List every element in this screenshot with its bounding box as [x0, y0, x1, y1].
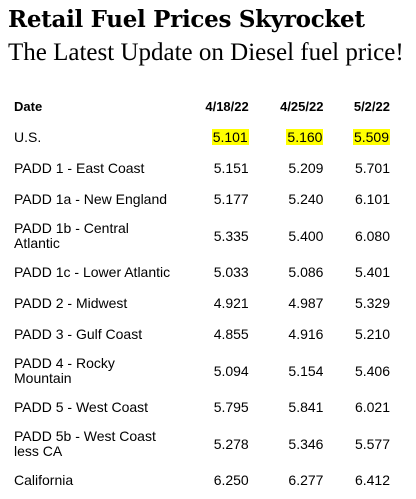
price-value: 4.855	[213, 326, 249, 342]
price-value: 5.401	[354, 264, 390, 280]
page-subtitle: The Latest Update on Diesel fuel price!	[8, 39, 404, 66]
price-value: 4.916	[288, 326, 324, 342]
price-value: 4.987	[288, 295, 324, 311]
price-value: 6.101	[354, 191, 390, 207]
price-value: 5.086	[288, 264, 324, 280]
table-row: PADD 3 - Gulf Coast 4.855 4.916 5.210	[6, 319, 396, 350]
price-value: 5.177	[213, 191, 249, 207]
price-value: 5.701	[354, 160, 390, 176]
table-row: California 6.250 6.277 6.412	[6, 465, 396, 496]
price-value: 5.209	[288, 160, 324, 176]
region-label: PADD 1c - Lower Atlantic	[14, 264, 171, 280]
region-label: PADD 1b - Central Atlantic	[14, 220, 129, 251]
price-value: 5.160	[286, 129, 324, 145]
table-row: PADD 1b - Central Atlantic 5.335 5.400 6…	[6, 215, 396, 257]
table-row: PADD 1a - New England 5.177 5.240 6.101	[6, 184, 396, 215]
table-header-row: Date 4/18/22 4/25/22 5/2/22	[6, 90, 396, 122]
price-value: 5.329	[354, 295, 390, 311]
price-value: 5.094	[213, 362, 249, 379]
price-value: 6.080	[354, 227, 390, 244]
fuel-price-table: Date 4/18/22 4/25/22 5/2/22 U.S. 5.101 5…	[6, 90, 396, 496]
table-row: U.S. 5.101 5.160 5.509	[6, 122, 396, 153]
column-header-5-2-22: 5/2/22	[353, 98, 390, 114]
region-label: PADD 5 - West Coast	[14, 399, 149, 415]
price-value: 6.412	[354, 472, 390, 488]
column-header-4-18-22: 4/18/22	[205, 98, 249, 114]
table-row: PADD 5b - West Coast less CA 5.278 5.346…	[6, 423, 396, 465]
column-header-date: Date	[14, 98, 43, 114]
page-title: Retail Fuel Prices Skyrocket	[8, 6, 365, 33]
price-value: 5.841	[288, 399, 324, 415]
region-label: PADD 3 - Gulf Coast	[14, 326, 143, 342]
region-label: PADD 1 - East Coast	[14, 160, 145, 176]
price-value: 4.921	[213, 295, 249, 311]
price-value: 5.577	[354, 435, 390, 452]
column-header-4-25-22: 4/25/22	[280, 98, 324, 114]
price-value: 5.335	[213, 227, 249, 244]
region-label: California	[14, 472, 74, 488]
price-value: 5.346	[288, 435, 324, 452]
price-value: 5.151	[213, 160, 249, 176]
price-value: 5.795	[213, 399, 249, 415]
table-row: PADD 2 - Midwest 4.921 4.987 5.329	[6, 288, 396, 319]
region-label: PADD 5b - West Coast less CA	[14, 428, 156, 459]
price-value: 5.154	[288, 362, 324, 379]
price-value: 5.400	[288, 227, 324, 244]
price-value: 5.033	[213, 264, 249, 280]
price-value: 6.021	[354, 399, 390, 415]
price-value: 5.210	[354, 326, 390, 342]
price-value: 5.101	[211, 129, 249, 145]
price-value: 6.250	[213, 472, 249, 488]
region-label: U.S.	[14, 129, 42, 145]
price-value: 6.277	[288, 472, 324, 488]
region-label: PADD 1a - New England	[14, 191, 168, 207]
price-value: 5.278	[213, 435, 249, 452]
table-row: PADD 5 - West Coast 5.795 5.841 6.021	[6, 392, 396, 423]
region-label: PADD 2 - Midwest	[14, 295, 128, 311]
price-value: 5.240	[288, 191, 324, 207]
table-row: PADD 4 - Rocky Mountain 5.094 5.154 5.40…	[6, 350, 396, 392]
price-value: 5.509	[352, 129, 390, 145]
region-label: PADD 4 - Rocky Mountain	[14, 355, 115, 386]
table-row: PADD 1 - East Coast 5.151 5.209 5.701	[6, 153, 396, 184]
price-value: 5.406	[354, 362, 390, 379]
table-row: PADD 1c - Lower Atlantic 5.033 5.086 5.4…	[6, 257, 396, 288]
